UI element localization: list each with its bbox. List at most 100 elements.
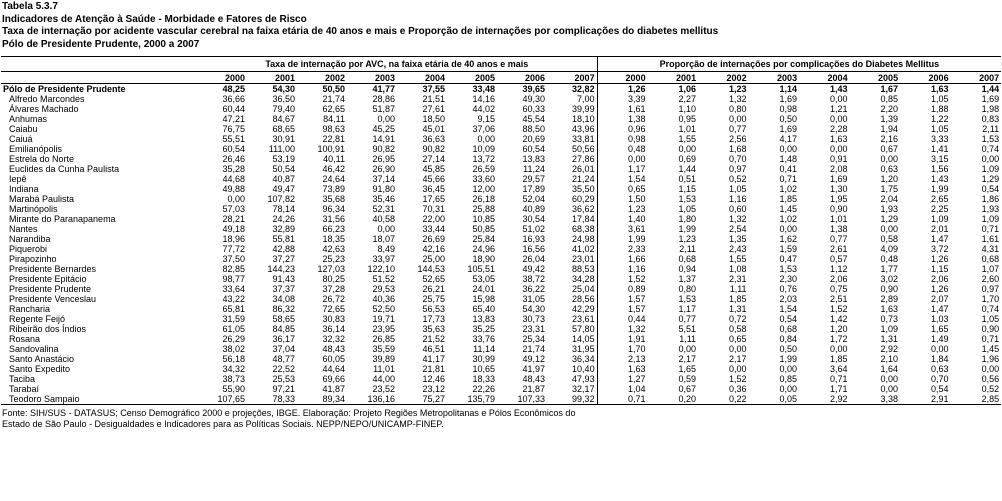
diabetes-proportion-cell: 0,50 xyxy=(779,114,798,124)
avc-rate-cell: 17,65 xyxy=(422,194,445,204)
diabetes-proportion-cell: 0,70 xyxy=(729,154,747,164)
avc-rate-cell: 18,50 xyxy=(422,114,445,124)
diabetes-proportion-cell: 0,71 xyxy=(981,224,1000,234)
diabetes-proportion-cell: 1,69 xyxy=(779,124,798,134)
avc-rate-cell: 36,22 xyxy=(522,284,545,294)
diabetes-proportion-cell: 1,63 xyxy=(596,364,648,374)
municipality-name: Taciba xyxy=(9,374,36,384)
diabetes-proportion-cell: 1,27 xyxy=(596,374,648,384)
avc-rate-cell: 127,03 xyxy=(317,264,345,274)
table-row: Presidente Prudente 33,64 37,37 37,28 29,53 2… xyxy=(1,284,1001,294)
avc-rate-cell: 46,51 xyxy=(422,344,445,354)
diabetes-proportion-cell: 0,48 xyxy=(880,254,899,264)
table-row: Estrela do Norte 26,46 53,19 40,11 26,95 27,1… xyxy=(1,154,1001,164)
diabetes-proportion-cell: 0,97 xyxy=(729,164,747,174)
avc-rate-cell: 9,15 xyxy=(477,114,495,124)
diabetes-proportion-cell: 0,58 xyxy=(880,234,899,244)
diabetes-proportion-cell: 1,20 xyxy=(830,324,848,334)
diabetes-proportion-cell: 1,15 xyxy=(678,184,697,194)
avc-rate-cell: 26,21 xyxy=(422,284,445,294)
year-header-diab-2006: 2006 xyxy=(900,71,951,84)
diabetes-proportion-cell: 3,38 xyxy=(849,394,901,405)
region-period: Pólo de Presidente Prudente, 2000 a 2007 xyxy=(2,38,200,50)
municipality-name: Emilianópolis xyxy=(9,144,63,154)
municipality-name: Euclides da Cunha Paulista xyxy=(9,164,120,174)
years-header-blank xyxy=(1,71,197,84)
avc-rate-cell: 55,90 xyxy=(222,384,245,394)
diabetes-proportion-cell: 1,88 xyxy=(931,104,949,114)
diabetes-proportion-cell: 0,50 xyxy=(779,344,798,354)
diabetes-proportion-cell: 1,85 xyxy=(729,294,747,304)
avc-rate-cell: 53,05 xyxy=(472,274,495,284)
avc-rate-cell: 41,02 xyxy=(572,244,595,254)
avc-rate-cell: 45,54 xyxy=(522,114,545,124)
table-row: Rancharia 65,81 86,32 72,65 52,50 56,53 65,40 5… xyxy=(1,304,1001,314)
municipality-name: Santo Expedito xyxy=(9,364,71,374)
diabetes-proportion-cell: 1,55 xyxy=(678,134,697,144)
table-row: Euclides da Cunha Paulista 35,28 50,54 46,4… xyxy=(1,164,1001,174)
municipality-name: Presidente Epitácio xyxy=(9,274,87,284)
avc-rate-cell: 21,52 xyxy=(422,334,445,344)
diabetes-proportion-cell: 1,38 xyxy=(596,114,648,124)
avc-rate-cell: 26,18 xyxy=(472,194,495,204)
diabetes-proportion-cell: 1,45 xyxy=(981,344,1000,354)
avc-rate-cell: 60,44 xyxy=(222,104,245,114)
municipality-name: Sandovalina xyxy=(9,344,59,354)
diabetes-proportion-cell: 2,92 xyxy=(880,344,899,354)
avc-rate-cell: 37,55 xyxy=(422,84,445,94)
diabetes-proportion-cell: 1,56 xyxy=(931,164,949,174)
diabetes-proportion-cell: 2,17 xyxy=(678,354,697,364)
diabetes-proportion-cell: 1,17 xyxy=(596,164,648,174)
avc-rate-cell: 32,17 xyxy=(572,384,595,394)
diabetes-proportion-cell: 0,80 xyxy=(729,104,747,114)
avc-rate-cell: 49,18 xyxy=(222,224,245,234)
diabetes-proportion-cell: 1,05 xyxy=(981,314,1000,324)
diabetes-proportion-cell: 1,05 xyxy=(678,204,697,214)
avc-rate-cell: 65,40 xyxy=(472,304,495,314)
avc-rate-cell: 36,50 xyxy=(272,94,295,104)
avc-rate-cell: 54,30 xyxy=(522,304,545,314)
year-header-avc-2003: 2003 xyxy=(347,71,397,84)
avc-rate-cell: 26,01 xyxy=(572,164,595,174)
avc-rate-cell: 61,05 xyxy=(222,324,245,334)
diabetes-proportion-cell: 2,27 xyxy=(678,94,697,104)
diabetes-proportion-cell: 3,33 xyxy=(931,134,949,144)
avc-rate-cell: 26,04 xyxy=(522,254,545,264)
diabetes-proportion-cell: 2,28 xyxy=(830,124,848,134)
avc-rate-cell: 41,17 xyxy=(422,354,445,364)
diabetes-group-header: Proporção de internações por complicaçõe… xyxy=(596,56,1002,72)
diabetes-proportion-cell: 0,54 xyxy=(931,384,949,394)
diabetes-proportion-cell: 0,91 xyxy=(830,154,848,164)
diabetes-proportion-cell: 0,95 xyxy=(678,114,697,124)
municipality-name: Narandiba xyxy=(9,234,51,244)
years-header-row: 2000 2001 2002 2003 2004 2005 2006 2007 2000 2001… xyxy=(1,71,1002,84)
avc-rate-cell: 21,74 xyxy=(322,94,345,104)
diabetes-proportion-cell: 1,31 xyxy=(729,304,747,314)
avc-rate-cell: 69,66 xyxy=(322,374,345,384)
avc-rate-cell: 52,65 xyxy=(422,274,445,284)
avc-rate-cell: 88,50 xyxy=(522,124,545,134)
diabetes-proportion-cell: 0,00 xyxy=(779,364,798,374)
diabetes-proportion-cell: 1,99 xyxy=(931,184,949,194)
avc-rate-cell: 22,81 xyxy=(322,134,345,144)
avc-rate-cell: 49,88 xyxy=(222,184,245,194)
diabetes-proportion-cell: 1,53 xyxy=(678,194,697,204)
diabetes-proportion-cell: 0,85 xyxy=(880,94,899,104)
avc-rate-cell: 11,14 xyxy=(473,344,495,354)
avc-rate-cell: 10,40 xyxy=(572,364,595,374)
diabetes-proportion-cell: 0,00 xyxy=(830,94,848,104)
avc-rate-cell: 65,81 xyxy=(222,304,245,314)
avc-rate-cell: 13,83 xyxy=(522,154,545,164)
diabetes-proportion-cell: 1,93 xyxy=(880,204,899,214)
diabetes-proportion-cell: 0,00 xyxy=(678,144,697,154)
diabetes-proportion-cell: 1,95 xyxy=(830,194,848,204)
avc-rate-cell: 21,74 xyxy=(522,344,545,354)
diabetes-proportion-cell: 1,64 xyxy=(880,364,899,374)
municipality-name: Presidente Prudente xyxy=(9,284,92,294)
avc-rate-cell: 60,54 xyxy=(222,144,245,154)
avc-rate-cell: 40,89 xyxy=(522,204,545,214)
diabetes-proportion-cell: 1,32 xyxy=(729,214,747,224)
diabetes-proportion-cell: 2,33 xyxy=(596,244,648,254)
diabetes-proportion-cell: 0,65 xyxy=(729,334,747,344)
diabetes-proportion-cell: 1,53 xyxy=(981,134,1000,144)
